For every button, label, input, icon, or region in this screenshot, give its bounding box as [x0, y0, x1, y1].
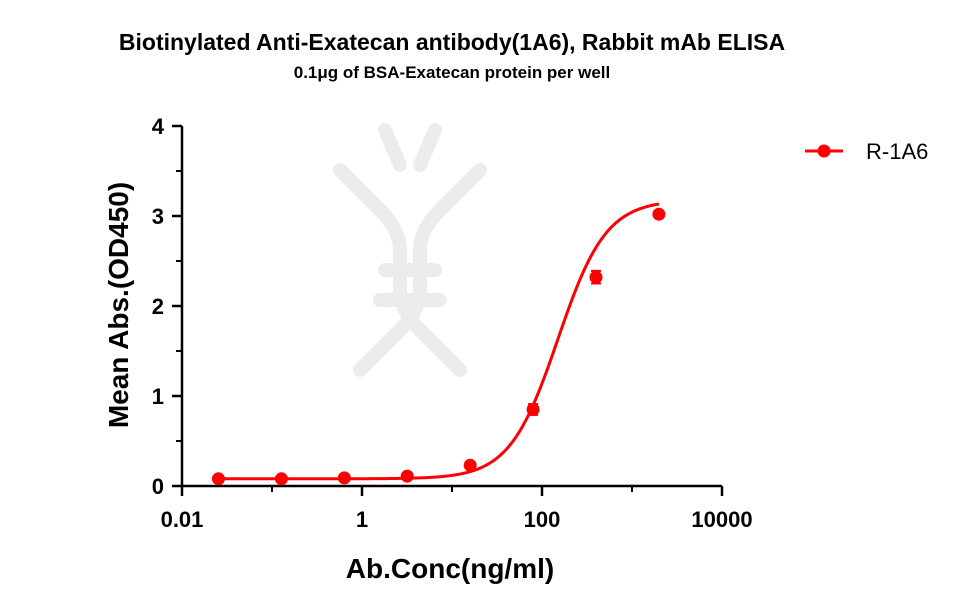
legend-label: R-1A6: [866, 139, 928, 164]
data-point: [463, 458, 477, 472]
y-tick-label: 4: [152, 114, 165, 139]
legend: R-1A6: [805, 139, 928, 164]
y-tick-label: 3: [152, 204, 164, 229]
data-point: [652, 207, 666, 221]
x-tick-label: 10000: [691, 507, 752, 532]
y-tick-label: 0: [152, 474, 164, 499]
data-point: [337, 471, 351, 485]
y-tick-label: 1: [152, 384, 164, 409]
x-tick-label: 0.01: [161, 507, 204, 532]
legend-marker: [817, 144, 831, 158]
x-tick-label: 100: [524, 507, 561, 532]
chart-subtitle: 0.1μg of BSA-Exatecan protein per well: [294, 63, 610, 82]
axes: 0 1 2 3 4 0.01 1 100 10000: [152, 114, 753, 532]
data-point: [526, 403, 540, 416]
x-tick-label: 1: [356, 507, 368, 532]
y-axis-label: Mean Abs.(OD450): [103, 182, 134, 428]
fit-curve: [218, 202, 660, 481]
chart-title: Biotinylated Anti-Exatecan antibody(1A6)…: [119, 29, 785, 55]
data-point: [589, 270, 603, 284]
plot-area: [211, 202, 666, 486]
x-axis-label: Ab.Conc(ng/ml): [346, 553, 554, 584]
y-tick-label: 2: [152, 294, 164, 319]
data-point: [211, 472, 225, 486]
data-point: [400, 469, 414, 483]
data-point: [274, 472, 288, 486]
watermark-dna-logo: [333, 123, 487, 377]
